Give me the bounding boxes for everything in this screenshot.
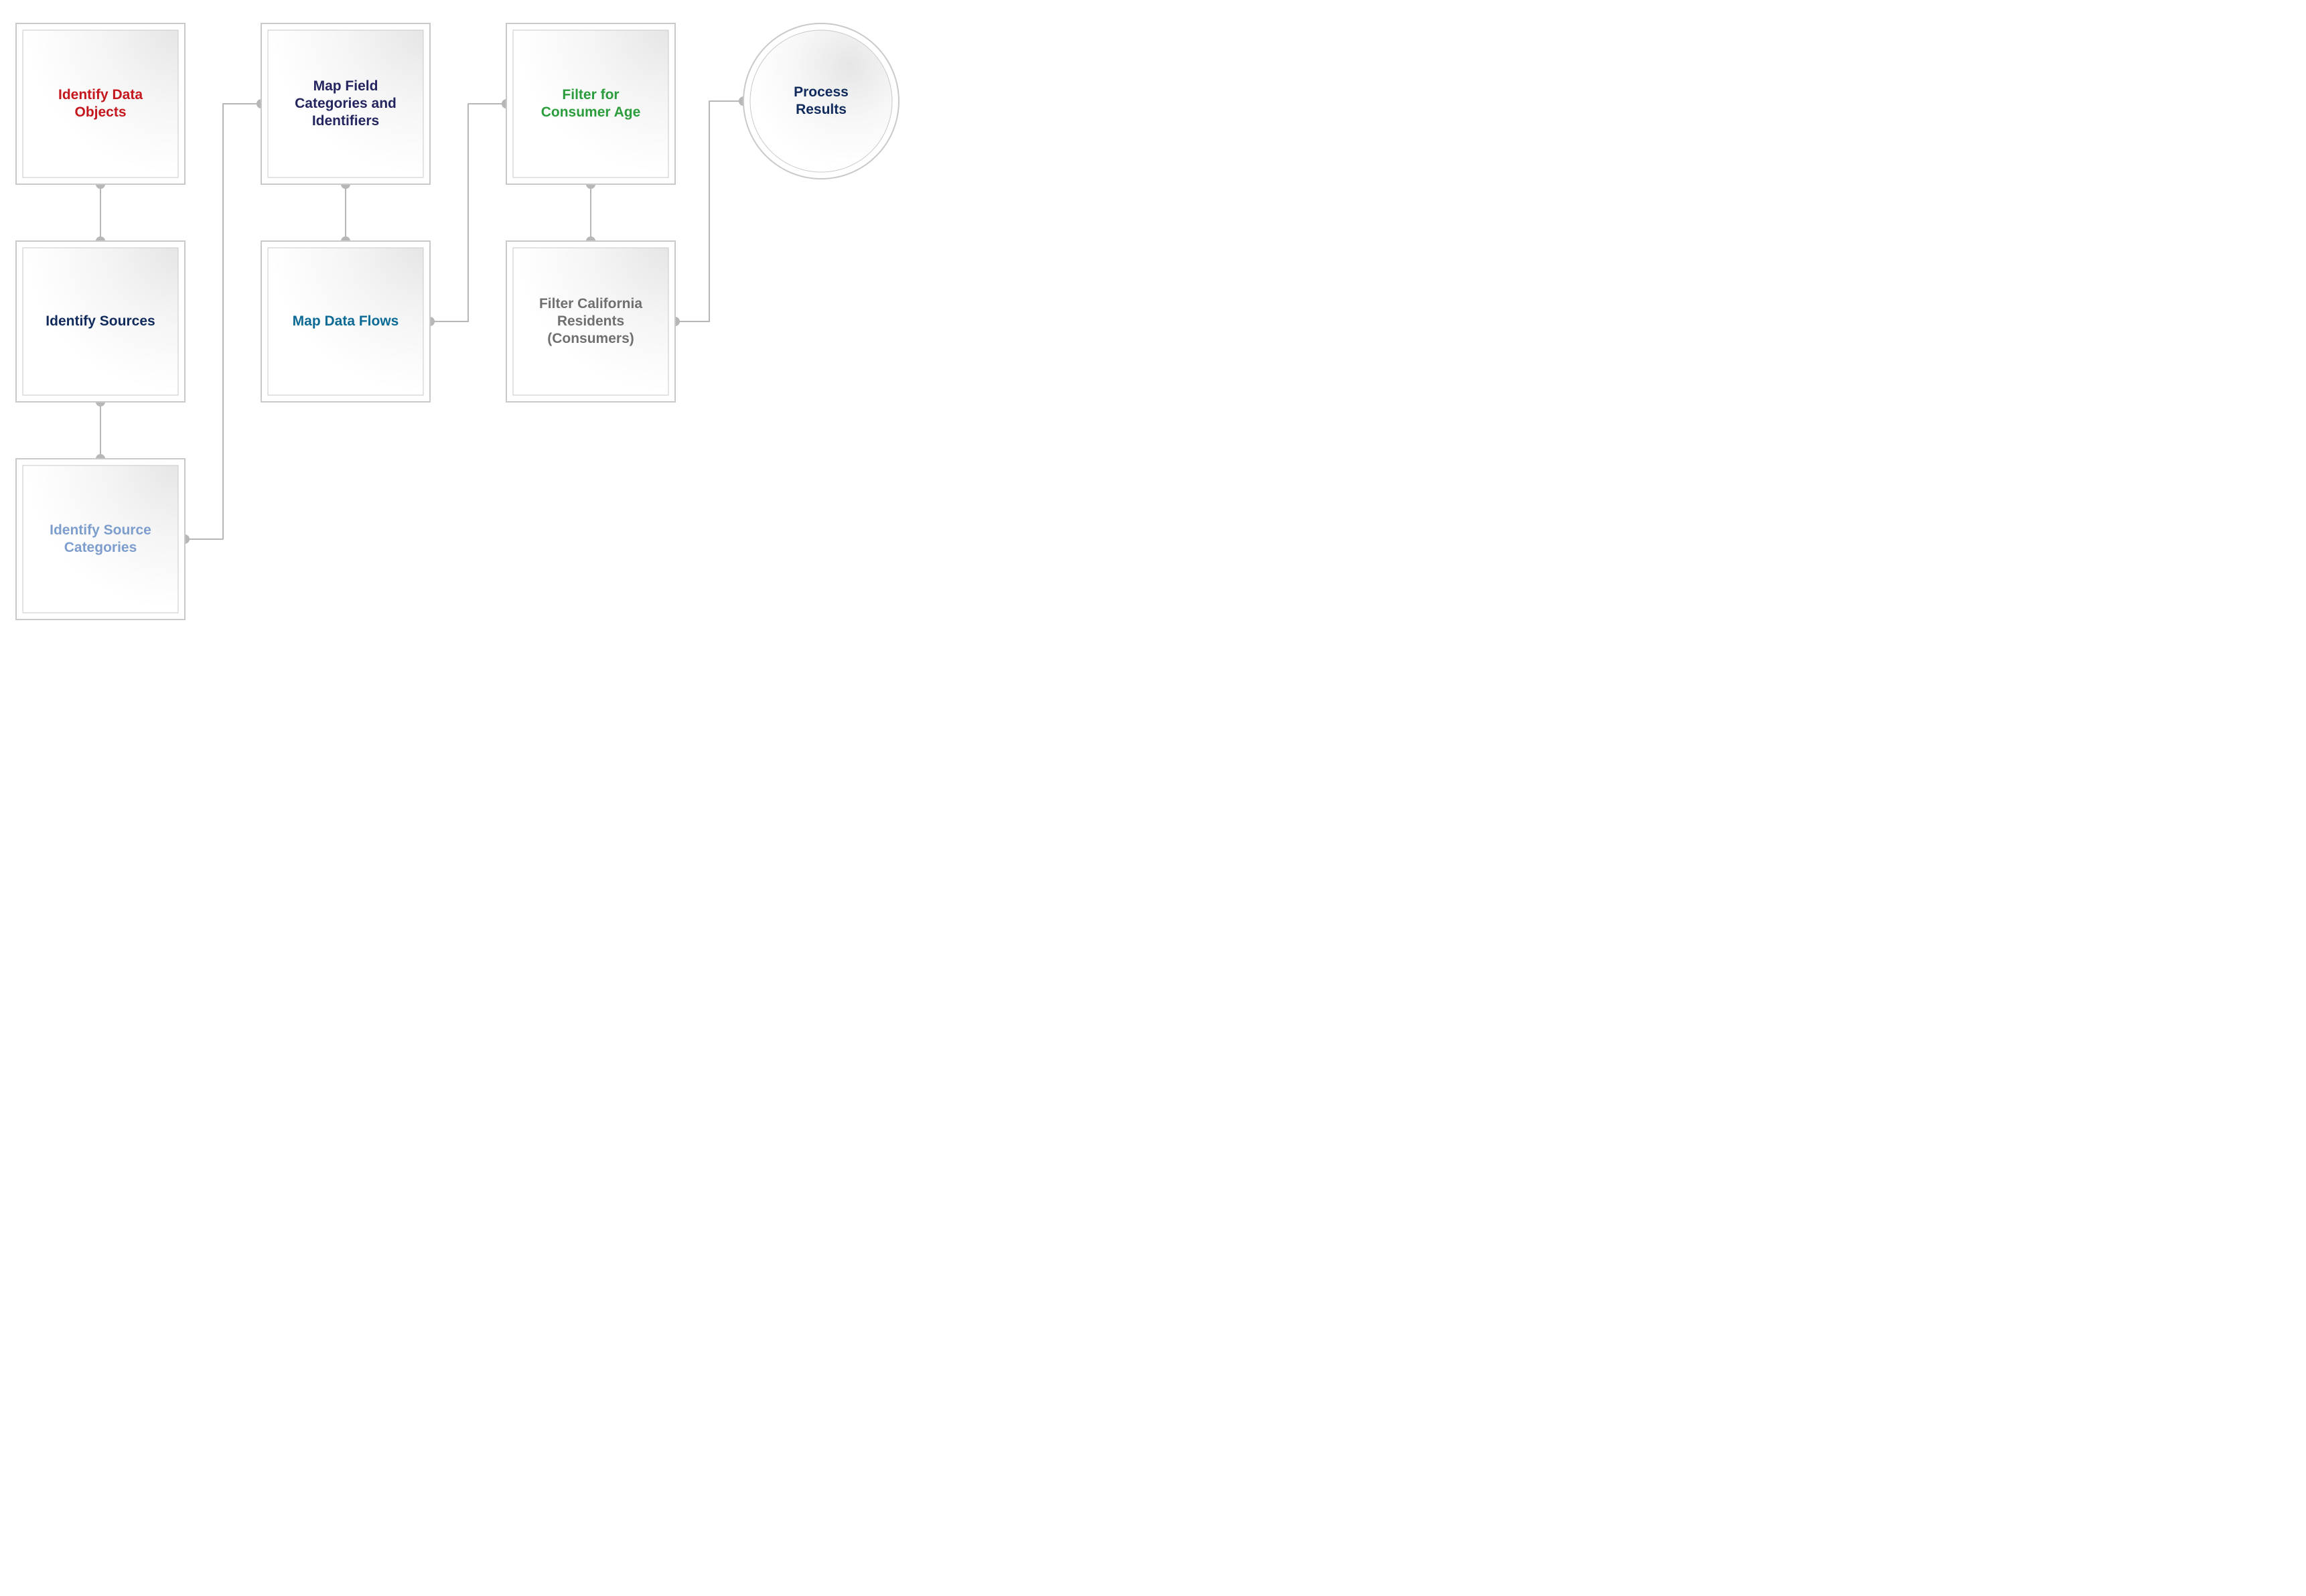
node-label: Identify Sources [46,313,155,329]
flow-diagram: Identify DataObjects Identify Sources Iden… [0,0,1025,713]
node-n5: Map Data Flows [261,241,430,402]
node-n6: Filter forConsumer Age [506,23,675,184]
node-n8: ProcessResults [743,23,899,179]
node-n3: Identify SourceCategories [16,459,185,620]
node-n4: Map FieldCategories andIdentifiers [261,23,430,184]
node-n7: Filter CaliforniaResidents(Consumers) [506,241,675,402]
node-n1: Identify DataObjects [16,23,185,184]
edge-n7-n8 [675,101,743,321]
node-n2: Identify Sources [16,241,185,402]
node-label: Map Data Flows [293,313,399,329]
edge-n5-n6 [430,104,506,321]
edge-n3-n4 [185,104,261,539]
